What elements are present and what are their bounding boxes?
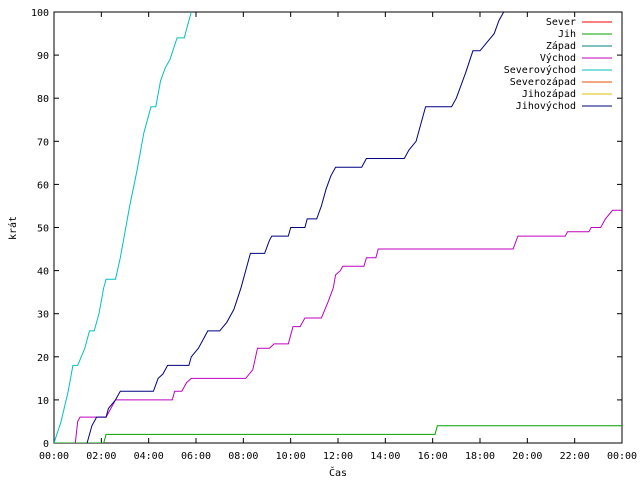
x-tick-label: 14:00 (370, 451, 400, 462)
x-tick-label: 00:00 (39, 451, 69, 462)
legend-label: Jihozápad (522, 88, 576, 100)
y-tick-label: 50 (37, 224, 49, 235)
x-tick-label: 22:00 (560, 451, 590, 462)
x-tick-label: 00:00 (607, 451, 637, 462)
x-tick-label: 06:00 (181, 451, 211, 462)
x-tick-label: 16:00 (418, 451, 448, 462)
y-tick-label: 70 (37, 137, 49, 148)
y-tick-label: 80 (37, 94, 49, 105)
legend-label: Jih (558, 29, 576, 40)
legend-label: Severozápad (510, 76, 576, 88)
legend: SeverJihZápadVýchodSeverovýchodSeverozáp… (504, 17, 612, 112)
x-tick-label: 18:00 (465, 451, 495, 462)
series-lines (54, 12, 622, 443)
y-tick-label: 20 (37, 353, 49, 364)
y-tick-label: 0 (43, 439, 49, 450)
y-tick-label: 90 (37, 51, 49, 62)
x-tick-label: 02:00 (86, 451, 116, 462)
y-axis-label: krát (7, 216, 19, 240)
y-tick-label: 60 (37, 180, 49, 191)
y-axis: 0 10 20 30 40 50 60 70 80 90 100 (31, 8, 622, 450)
x-tick-label: 12:00 (323, 451, 353, 462)
legend-label: Severovýchod (504, 64, 576, 76)
y-tick-label: 30 (37, 310, 49, 321)
series-line-jih (54, 425, 622, 443)
x-axis: 00:00 02:00 04:00 06:00 08:00 10:00 12:00 14:00… (39, 12, 637, 462)
x-axis-label: Čas (329, 466, 347, 479)
series-line-severovýchod (54, 12, 192, 443)
legend-label: Sever (546, 17, 576, 28)
x-tick-label: 10:00 (276, 451, 306, 462)
y-tick-label: 40 (37, 267, 49, 278)
y-tick-label: 100 (31, 8, 49, 19)
y-tick-label: 10 (37, 396, 49, 407)
legend-label: Jihovýchod (516, 100, 576, 112)
series-line-východ (74, 209, 622, 443)
legend-label: Východ (540, 52, 576, 64)
x-tick-label: 20:00 (512, 451, 542, 462)
series-line-jihovýchod (86, 12, 505, 443)
x-tick-label: 08:00 (228, 451, 258, 462)
legend-label: Západ (546, 40, 576, 52)
x-tick-label: 04:00 (134, 451, 164, 462)
